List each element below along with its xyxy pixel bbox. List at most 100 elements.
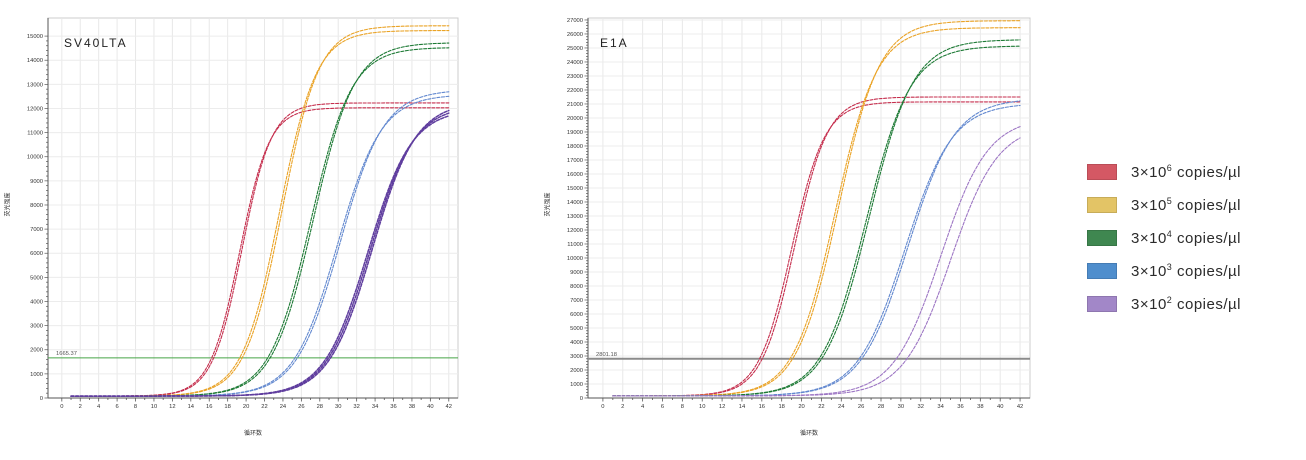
y-tick-label: 11000 bbox=[27, 131, 43, 137]
y-tick-label: 26000 bbox=[567, 32, 583, 38]
x-tick-label: 20 bbox=[798, 404, 804, 410]
x-tick-label: 6 bbox=[115, 404, 118, 410]
x-tick-label: 40 bbox=[997, 404, 1003, 410]
y-tick-label: 7000 bbox=[570, 298, 583, 304]
y-axis-label-sv40lta: 荧光强度 bbox=[5, 192, 12, 217]
y-tick-label: 1000 bbox=[30, 372, 43, 378]
curve-3e3-rep1 bbox=[612, 104, 1021, 397]
y-tick-label: 7000 bbox=[30, 227, 43, 233]
y-tick-label: 0 bbox=[580, 396, 583, 402]
y-tick-label: 15000 bbox=[27, 34, 43, 40]
legend-swatch-3e6 bbox=[1087, 164, 1117, 180]
y-tick-label: 5000 bbox=[570, 326, 583, 332]
x-tick-label: 32 bbox=[918, 404, 924, 410]
x-tick-label: 24 bbox=[280, 404, 287, 410]
y-tick-label: 9000 bbox=[30, 179, 43, 185]
y-tick-label: 25000 bbox=[567, 46, 583, 52]
legend-item-3e6: 3×106 copies/µl bbox=[1087, 160, 1241, 184]
curve-3e5-rep1 bbox=[70, 30, 450, 397]
x-axis-label-e1a: 循环数 bbox=[799, 431, 819, 437]
y-tick-label: 6000 bbox=[30, 251, 43, 257]
y-tick-label: 1000 bbox=[570, 382, 583, 388]
threshold-label: 2801.18 bbox=[596, 352, 617, 358]
y-tick-label: 27000 bbox=[567, 18, 583, 24]
x-tick-label: 14 bbox=[188, 404, 195, 410]
x-tick-label: 0 bbox=[60, 404, 63, 410]
y-tick-label: 0 bbox=[40, 396, 43, 402]
x-tick-label: 28 bbox=[317, 404, 323, 410]
curve-3e4-rep2 bbox=[612, 39, 1021, 397]
y-tick-label: 18000 bbox=[567, 144, 583, 150]
x-tick-label: 24 bbox=[838, 404, 845, 410]
x-tick-label: 12 bbox=[169, 404, 175, 410]
x-tick-label: 36 bbox=[390, 404, 396, 410]
chart-title-sv40lta: SV40LTA bbox=[64, 36, 128, 50]
x-tick-label: 18 bbox=[778, 404, 784, 410]
chart-title-e1a: E1A bbox=[600, 36, 629, 50]
curve-3e6-rep1 bbox=[70, 107, 450, 397]
y-tick-label: 4000 bbox=[30, 299, 43, 305]
y-tick-label: 15000 bbox=[567, 186, 583, 192]
y-tick-label: 14000 bbox=[27, 58, 43, 64]
x-tick-label: 10 bbox=[151, 404, 157, 410]
legend-swatch-3e2 bbox=[1087, 296, 1117, 312]
x-tick-label: 30 bbox=[335, 404, 341, 410]
curve-3e5-rep1 bbox=[612, 27, 1021, 397]
curve-3e6-rep2 bbox=[70, 102, 450, 397]
x-tick-label: 22 bbox=[818, 404, 824, 410]
y-tick-label: 12000 bbox=[27, 106, 43, 112]
curve-3e2-rep2 bbox=[70, 112, 450, 397]
curve-3e3-rep1 bbox=[70, 95, 450, 397]
curve-3e4-rep2 bbox=[70, 42, 450, 397]
y-tick-label: 21000 bbox=[567, 102, 583, 108]
x-tick-label: 4 bbox=[97, 404, 101, 410]
x-tick-label: 2 bbox=[79, 404, 82, 410]
legend-label-3e3: 3×103 copies/µl bbox=[1131, 261, 1241, 280]
y-tick-label: 16000 bbox=[567, 172, 583, 178]
legend-swatch-3e3 bbox=[1087, 263, 1117, 279]
legend-item-3e4: 3×104 copies/µl bbox=[1087, 226, 1241, 250]
x-tick-label: 42 bbox=[1017, 404, 1023, 410]
curve-3e2-rep3 bbox=[70, 109, 450, 397]
y-axis-label-e1a: 荧光强度 bbox=[545, 192, 552, 217]
y-tick-label: 2000 bbox=[30, 348, 43, 354]
legend-item-3e3: 3×103 copies/µl bbox=[1087, 259, 1241, 283]
x-tick-label: 26 bbox=[298, 404, 304, 410]
curve-3e6-rep2 bbox=[612, 96, 1021, 397]
x-tick-label: 6 bbox=[661, 404, 664, 410]
y-tick-label: 14000 bbox=[567, 200, 583, 206]
x-tick-label: 34 bbox=[937, 404, 944, 410]
curve-3e5-rep2 bbox=[612, 20, 1021, 397]
x-tick-label: 22 bbox=[261, 404, 267, 410]
x-tick-label: 38 bbox=[409, 404, 415, 410]
x-tick-label: 16 bbox=[759, 404, 765, 410]
x-tick-label: 14 bbox=[739, 404, 746, 410]
x-tick-label: 18 bbox=[224, 404, 230, 410]
y-tick-label: 23000 bbox=[567, 74, 583, 80]
y-tick-label: 2000 bbox=[570, 368, 583, 374]
legend-swatch-3e4 bbox=[1087, 230, 1117, 246]
y-tick-label: 13000 bbox=[567, 214, 583, 220]
curve-3e3-rep2 bbox=[612, 100, 1021, 397]
plot-border bbox=[587, 17, 1031, 399]
e1a-plot: 0 2 4 6 8 10 12 14 16 18 20 22 24 26 28 30 32 34 36 38 40 420… bbox=[567, 17, 1031, 410]
x-tick-label: 36 bbox=[957, 404, 963, 410]
y-tick-label: 9000 bbox=[570, 270, 583, 276]
x-tick-label: 26 bbox=[858, 404, 864, 410]
x-tick-label: 10 bbox=[699, 404, 705, 410]
y-tick-label: 10000 bbox=[567, 256, 583, 262]
x-tick-label: 38 bbox=[977, 404, 983, 410]
x-tick-label: 32 bbox=[353, 404, 359, 410]
y-tick-label: 17000 bbox=[567, 158, 583, 164]
curve-3e4-rep1 bbox=[612, 45, 1021, 397]
y-tick-label: 5000 bbox=[30, 275, 43, 281]
x-tick-label: 8 bbox=[681, 404, 684, 410]
y-tick-label: 8000 bbox=[570, 284, 583, 290]
y-tick-label: 3000 bbox=[570, 354, 583, 360]
x-tick-label: 30 bbox=[898, 404, 904, 410]
legend-label-3e5: 3×105 copies/µl bbox=[1131, 195, 1241, 214]
y-tick-label: 6000 bbox=[570, 312, 583, 318]
x-tick-label: 34 bbox=[372, 404, 379, 410]
y-tick-label: 13000 bbox=[27, 82, 43, 88]
legend-swatch-3e5 bbox=[1087, 197, 1117, 213]
